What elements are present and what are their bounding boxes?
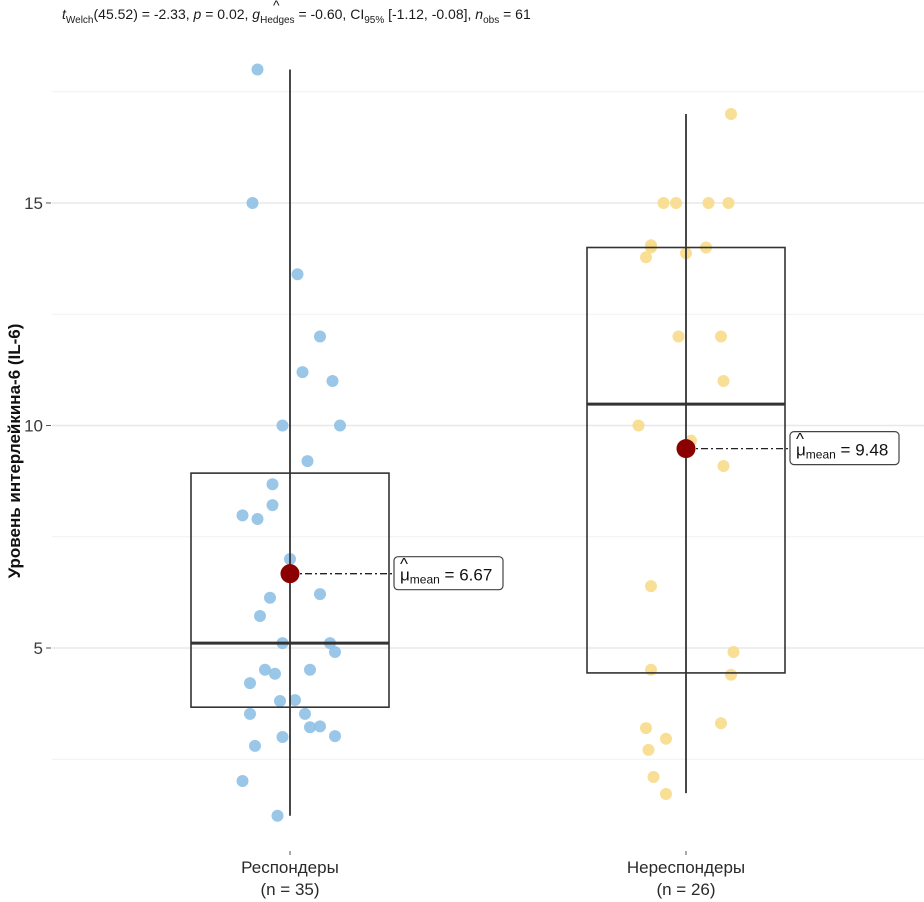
data-point	[249, 739, 261, 752]
data-point	[271, 809, 284, 822]
data-point	[274, 694, 286, 707]
data-point	[660, 732, 672, 745]
mean-label-symbol: μ	[400, 566, 410, 585]
mean-label-box	[393, 556, 504, 591]
data-point	[642, 743, 655, 756]
data-point	[291, 268, 304, 281]
data-point	[266, 478, 279, 491]
data-point	[647, 771, 660, 784]
subtitle-p: p	[193, 6, 202, 22]
data-point	[326, 375, 339, 387]
data-point	[329, 730, 341, 743]
data-point	[715, 330, 727, 343]
mean-label-value: = 9.48	[836, 441, 888, 460]
subtitle-n: n	[475, 6, 483, 22]
mean-label-hat: ^	[796, 430, 804, 449]
data-point	[717, 375, 730, 387]
data-point	[299, 707, 311, 720]
data-point	[246, 197, 259, 209]
data-point	[314, 588, 326, 601]
data-point	[289, 694, 301, 707]
data-point	[236, 509, 249, 522]
x-tick-n-label: (n = 26)	[656, 880, 715, 899]
data-point	[264, 591, 276, 604]
data-point	[670, 197, 682, 209]
data-point	[645, 663, 657, 676]
x-axis: Респондеры (n = 35) Нереспондеры (n = 26)	[241, 851, 745, 899]
y-axis-title: Уровень интерлейкина-6 (IL-6)	[5, 324, 24, 579]
data-point	[259, 663, 271, 676]
data-point	[314, 330, 326, 343]
data-point	[334, 419, 346, 432]
groups: μmean = 6.67^μmean = 9.48^	[190, 63, 900, 822]
data-point	[722, 197, 735, 209]
subtitle-g-rest: = -0.60, CI	[295, 6, 365, 22]
data-point	[296, 366, 309, 379]
group-1: μmean = 6.67^	[190, 63, 504, 822]
mean-label-value: = 6.67	[440, 566, 492, 585]
data-point	[244, 707, 256, 720]
subtitle-g-hat: ^	[273, 0, 280, 13]
mean-point	[676, 439, 696, 459]
mean-label-hat: ^	[400, 555, 408, 574]
data-point	[640, 251, 652, 264]
mean-label: μmean = 9.48	[796, 441, 888, 462]
data-point	[672, 330, 685, 343]
data-point	[660, 787, 672, 800]
data-point	[715, 717, 727, 730]
data-point	[304, 721, 316, 734]
y-tick-label: 10	[24, 417, 43, 436]
subtitle-ci-sub: 95%	[364, 15, 384, 26]
mean-label: μmean = 6.67	[400, 566, 492, 587]
subtitle-ci-rest: [-1.12, -0.08],	[384, 6, 475, 22]
data-point	[727, 646, 740, 659]
y-axis: 5 10 15	[24, 194, 51, 658]
x-tick-label: Респондеры	[241, 858, 339, 877]
mean-label-symbol: μ	[796, 441, 806, 460]
mean-label-sub: mean	[410, 573, 440, 587]
subtitle-p-rest: = 0.02,	[201, 6, 252, 22]
data-point	[645, 239, 657, 252]
subtitle-n-rest: = 61	[499, 6, 531, 22]
data-point	[314, 720, 326, 733]
data-point	[236, 775, 249, 788]
y-tick-label: 5	[34, 639, 43, 658]
data-point	[329, 646, 341, 659]
gridlines	[52, 91, 924, 760]
data-point	[657, 197, 670, 209]
data-point	[269, 667, 281, 680]
data-point	[276, 419, 289, 432]
subtitle-g: g	[252, 6, 260, 22]
group-2: μmean = 9.48^	[586, 108, 900, 800]
data-point	[251, 512, 264, 525]
subtitle-n-sub: obs	[483, 15, 499, 26]
x-tick-n-label: (n = 35)	[260, 880, 319, 899]
mean-label-box	[789, 431, 900, 466]
data-point	[276, 731, 289, 743]
subtitle-t: t	[62, 6, 67, 22]
data-point	[266, 499, 279, 512]
data-point	[725, 108, 737, 120]
data-point	[304, 663, 316, 676]
subtitle-g-sub: Hedges	[260, 15, 294, 26]
data-point	[301, 455, 314, 468]
subtitle-t-rest: (45.52) = -2.33,	[94, 6, 194, 22]
data-point	[254, 609, 266, 622]
data-point	[725, 668, 737, 681]
data-point	[717, 459, 730, 472]
subtitle-t-sub: Welch	[66, 15, 94, 26]
data-point	[702, 197, 715, 209]
y-tick-label: 15	[24, 194, 43, 213]
mean-label-sub: mean	[806, 448, 836, 462]
data-point	[632, 419, 645, 432]
data-point	[244, 677, 256, 690]
x-tick-label: Нереспондеры	[627, 858, 745, 877]
data-point	[251, 63, 264, 76]
chart-subtitle: tWelch(45.52) = -2.33, p = 0.02, gHedges…	[62, 6, 531, 26]
data-point	[645, 580, 657, 593]
data-point	[640, 722, 652, 735]
mean-point	[280, 564, 300, 584]
